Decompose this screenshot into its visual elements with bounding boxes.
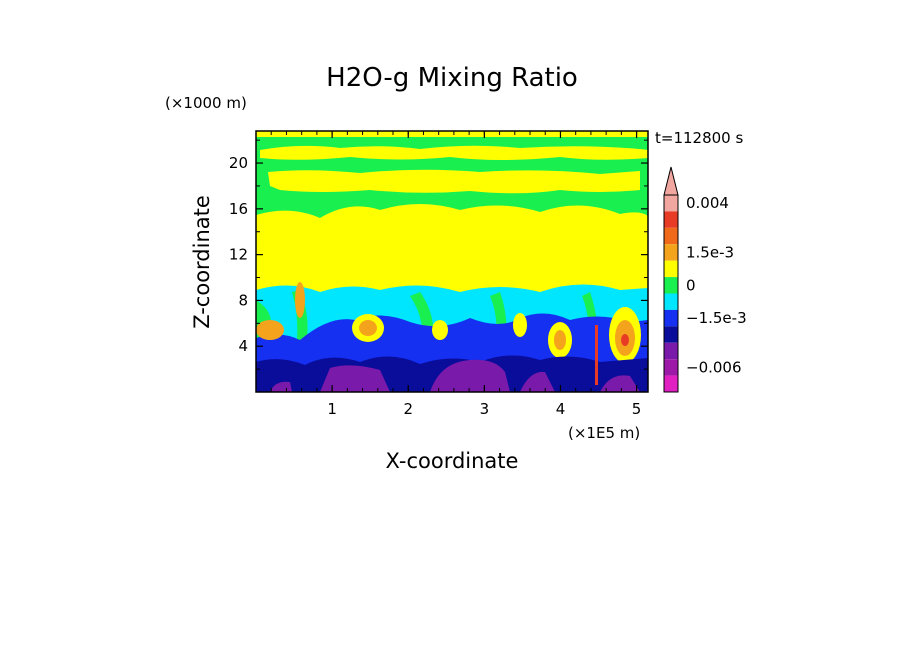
x-axis: 1 2 3 4 5	[270, 131, 642, 418]
x-tick-label: 2	[403, 400, 413, 418]
y-unit-label: (×1000 m)	[165, 94, 247, 112]
plot-frame	[255, 130, 649, 393]
colorbar-segment	[664, 375, 678, 392]
colorbar-segment	[664, 326, 678, 343]
colorbar-segment	[664, 359, 678, 376]
colorbar-segment	[664, 260, 678, 278]
colorbar-segment	[664, 342, 678, 360]
colorbar-label: −0.006	[686, 358, 742, 376]
x-tick-label: 4	[556, 400, 566, 418]
y-axis-label: Z-coordinate	[190, 195, 214, 329]
x-axis-label: X-coordinate	[386, 449, 519, 473]
y-tick-label: 16	[229, 200, 248, 218]
x-unit-label: (×1E5 m)	[568, 424, 640, 442]
contour-field	[256, 131, 648, 392]
y-tick-label: 4	[238, 337, 248, 355]
colorbar-label: 0	[686, 276, 696, 294]
colorbar-label: 0.004	[686, 194, 729, 212]
y-tick-label: 20	[229, 154, 248, 172]
colorbar-segment	[664, 309, 678, 327]
colorbar-segment	[664, 195, 678, 212]
colorbar-label: 1.5e-3	[686, 243, 734, 261]
colorbar-segment	[664, 293, 678, 310]
colorbar-segment	[664, 277, 678, 294]
colorbar-label: −1.5e-3	[686, 309, 747, 327]
colorbar-segment	[664, 211, 678, 228]
x-tick-label: 3	[480, 400, 490, 418]
x-tick-label: 5	[632, 400, 642, 418]
colorbar-extend-arrow	[663, 166, 679, 196]
y-axis: 4 8 12 16 20	[229, 139, 648, 370]
colorbar-frame	[663, 194, 679, 393]
y-tick-label: 12	[229, 246, 248, 264]
x-tick-label: 1	[327, 400, 337, 418]
colorbar-segment	[664, 244, 678, 261]
colorbar: 0.004 1.5e-3 0 −1.5e-3 −0.006	[663, 166, 747, 393]
y-tick-label: 8	[238, 291, 248, 309]
colorbar-segment	[664, 227, 678, 245]
time-label: t=112800 s	[655, 129, 743, 147]
chart-title: H2O-g Mixing Ratio	[326, 63, 578, 93]
